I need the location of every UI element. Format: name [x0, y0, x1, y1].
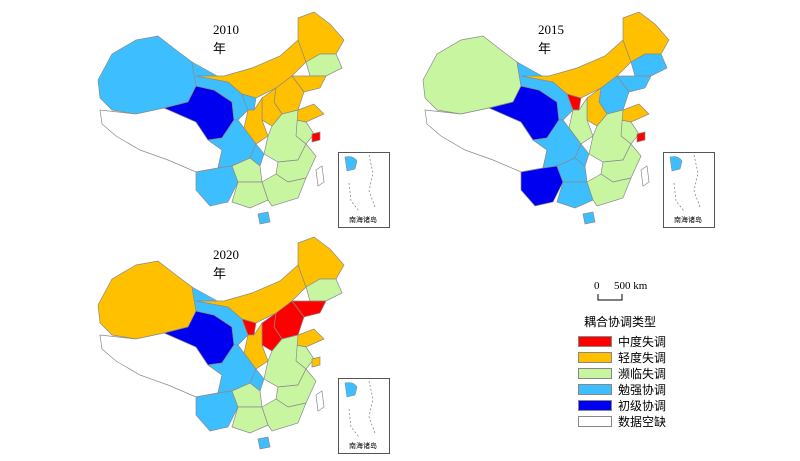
year-title: 2015年 — [538, 22, 564, 56]
province-shandong — [295, 103, 325, 123]
province-inner-mongolia — [195, 39, 307, 99]
year-title: 2010年 — [213, 22, 239, 56]
legend-title: 耦合协调类型 — [584, 315, 657, 329]
province-guangdong — [261, 398, 307, 432]
province-xinjiang — [422, 35, 522, 115]
province-central — [263, 109, 307, 163]
province-xinjiang — [97, 260, 197, 340]
province-hainan — [257, 211, 271, 225]
province-guangxi — [556, 181, 594, 209]
legend: 耦合协调类型 中度失调 轻度失调 濒临失调 勉强协调 初级协调 数据空缺 — [578, 313, 698, 429]
legend-label: 数据空缺 — [618, 414, 667, 429]
province-inner-mongolia — [520, 39, 632, 99]
legend-swatch — [578, 399, 612, 411]
province-shanghai — [311, 131, 321, 143]
legend-item: 数据空缺 — [578, 413, 698, 429]
province-xinjiang — [97, 35, 197, 115]
legend-swatch — [578, 383, 612, 395]
province-hainan — [582, 211, 596, 225]
china-map — [97, 236, 345, 450]
legend-swatch — [578, 415, 612, 427]
legend-item: 轻度失调 — [578, 349, 698, 365]
scale-line — [597, 294, 623, 301]
province-yunnan — [195, 390, 239, 432]
south-china-sea-inset: 南海诸岛 — [663, 152, 715, 228]
province-taiwan — [640, 165, 650, 187]
province-shanghai — [636, 131, 646, 143]
scale-distance: 500 km — [614, 280, 648, 292]
south-china-sea-inset: 南海诸岛 — [338, 378, 390, 454]
china-map — [97, 11, 345, 225]
province-shandong — [620, 103, 650, 123]
legend-label: 濒临失调 — [618, 366, 667, 381]
south-china-sea-inset: 南海诸岛 — [338, 152, 390, 228]
province-guizhou — [556, 157, 588, 183]
province-shanghai — [311, 356, 321, 368]
year-title: 2020年 — [213, 247, 239, 281]
scale-bar: 0 500 km — [592, 280, 672, 306]
province-hainan — [257, 436, 271, 450]
province-central — [588, 109, 632, 163]
china-map — [422, 11, 670, 225]
legend-label: 中度失调 — [618, 334, 667, 349]
legend-swatch — [578, 335, 612, 347]
province-guangxi — [231, 181, 269, 209]
scale-zero: 0 — [594, 280, 600, 292]
legend-item: 勉强协调 — [578, 381, 698, 397]
legend-label: 轻度失调 — [618, 350, 667, 365]
province-guangxi — [231, 406, 269, 434]
province-yunnan — [520, 165, 564, 207]
legend-swatch — [578, 367, 612, 379]
legend-item: 中度失调 — [578, 333, 698, 349]
inset-label: 南海诸岛 — [349, 442, 377, 450]
province-taiwan — [315, 165, 325, 187]
province-guizhou — [231, 382, 263, 408]
inset-label: 南海诸岛 — [674, 216, 702, 224]
legend-items: 中度失调 轻度失调 濒临失调 勉强协调 初级协调 数据空缺 — [578, 333, 698, 429]
province-inner-mongolia — [195, 264, 307, 324]
legend-swatch — [578, 351, 612, 363]
province-shandong — [295, 328, 325, 348]
province-central — [263, 334, 307, 388]
inset-islands — [344, 380, 376, 438]
province-taiwan — [315, 390, 325, 412]
inset-islands — [344, 154, 376, 212]
legend-item: 濒临失调 — [578, 365, 698, 381]
province-guizhou — [231, 157, 263, 183]
province-yunnan — [195, 165, 239, 207]
inset-label: 南海诸岛 — [349, 216, 377, 224]
legend-item: 初级协调 — [578, 397, 698, 413]
legend-label: 勉强协调 — [618, 382, 667, 397]
province-guangdong — [261, 173, 307, 207]
legend-label: 初级协调 — [618, 398, 667, 413]
inset-islands — [669, 154, 701, 212]
province-guangdong — [586, 173, 632, 207]
